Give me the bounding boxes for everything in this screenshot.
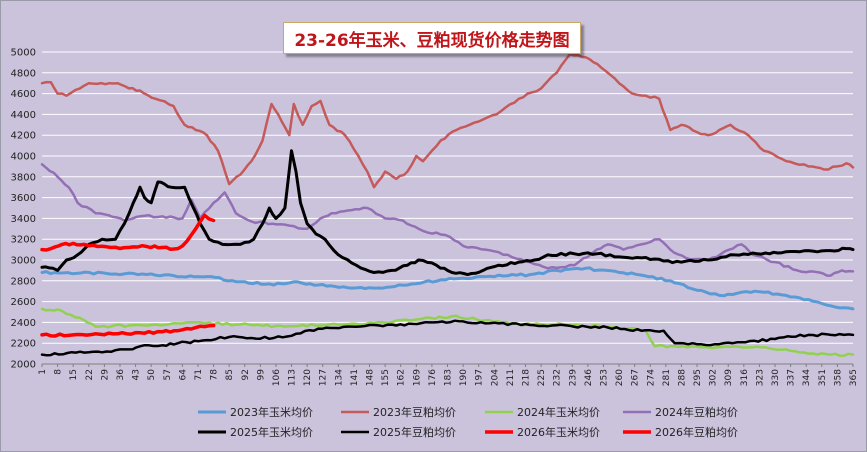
legend-label: 2025年玉米均价 — [230, 425, 313, 439]
x-tick-label: 92 — [241, 369, 251, 380]
x-tick-label: 316 — [740, 369, 750, 386]
y-tick-label: 4600 — [11, 89, 36, 100]
legend-item: 2023年豆粕均价 — [341, 405, 456, 419]
y-tick-label: 2400 — [11, 318, 36, 329]
legend-item: 2023年玉米均价 — [198, 405, 313, 419]
x-tick-label: 358 — [833, 369, 843, 386]
x-tick-label: 183 — [444, 369, 454, 386]
legend-label: 2023年豆粕均价 — [373, 405, 456, 419]
legend-label: 2024年玉米均价 — [517, 405, 600, 419]
legend-item: 2025年玉米均价 — [198, 425, 313, 439]
x-tick-label: 57 — [163, 369, 173, 380]
x-tick-label: 134 — [334, 369, 344, 386]
legend-label: 2025年豆粕均价 — [373, 425, 456, 439]
y-tick-label: 2800 — [11, 276, 36, 287]
x-tick-label: 64 — [178, 369, 188, 381]
x-tick-label: 169 — [412, 369, 422, 386]
x-tick-label: 1 — [38, 369, 48, 375]
series-line — [40, 213, 216, 252]
x-tick-label: 106 — [272, 369, 282, 386]
legend-label: 2023年玉米均价 — [230, 405, 313, 419]
x-tick-label: 274 — [646, 369, 656, 386]
x-tick-label: 232 — [553, 369, 563, 386]
y-tick-label: 3000 — [11, 256, 36, 267]
y-tick-label: 2000 — [11, 360, 36, 371]
x-tick-label: 225 — [537, 369, 547, 386]
series-line — [40, 307, 855, 357]
x-tick-label: 15 — [69, 369, 79, 380]
x-tick-label: 288 — [677, 369, 687, 386]
x-tick-label: 253 — [599, 369, 609, 386]
x-tick-label: 141 — [350, 369, 360, 386]
x-tick-label: 323 — [755, 369, 765, 386]
x-tick-label: 246 — [584, 369, 594, 386]
x-tick-label: 155 — [381, 369, 391, 386]
x-tick-label: 29 — [100, 369, 110, 381]
x-tick-label: 281 — [662, 369, 672, 386]
x-tick-label: 344 — [802, 369, 812, 386]
x-tick-label: 43 — [132, 369, 142, 380]
x-tick-label: 337 — [787, 369, 797, 386]
y-tick-label: 3800 — [11, 172, 36, 183]
x-tick-label: 267 — [631, 369, 641, 386]
x-tick-label: 260 — [615, 369, 625, 386]
x-tick-label: 197 — [475, 369, 485, 386]
y-tick-label: 4000 — [11, 152, 36, 163]
legend-item: 2026年豆粕均价 — [623, 425, 738, 439]
series-line — [40, 163, 855, 277]
x-tick-label: 127 — [319, 369, 329, 386]
series-line — [40, 266, 855, 311]
series-line — [40, 52, 855, 189]
x-tick-label: 148 — [366, 369, 376, 386]
legend-label: 2026年豆粕均价 — [655, 425, 738, 439]
x-tick-label: 162 — [397, 369, 407, 386]
x-tick-label: 302 — [709, 369, 719, 386]
x-tick-label: 365 — [849, 369, 859, 386]
x-tick-label: 8 — [54, 369, 64, 375]
x-tick-label: 309 — [724, 369, 734, 386]
series-line — [40, 319, 855, 357]
x-tick-label: 176 — [428, 369, 438, 386]
legend-label: 2024年豆粕均价 — [655, 405, 738, 419]
x-tick-label: 78 — [210, 369, 220, 381]
legend-item: 2025年豆粕均价 — [341, 425, 456, 439]
x-tick-label: 204 — [490, 369, 500, 386]
y-tick-label: 4200 — [11, 131, 36, 142]
y-tick-label: 4800 — [11, 68, 36, 79]
x-tick-label: 190 — [459, 369, 469, 386]
y-tick-label: 3200 — [11, 235, 36, 246]
x-tick-label: 71 — [194, 369, 204, 380]
legend-item: 2026年玉米均价 — [485, 425, 600, 439]
x-tick-label: 211 — [506, 369, 516, 386]
y-tick-label: 2600 — [11, 297, 36, 308]
x-tick-label: 239 — [568, 369, 578, 386]
series-line — [40, 149, 855, 277]
x-tick-label: 36 — [116, 369, 126, 381]
x-tick-label: 218 — [521, 369, 531, 386]
y-tick-label: 3400 — [11, 214, 36, 225]
x-tick-label: 351 — [818, 369, 828, 386]
x-tick-label: 50 — [147, 369, 157, 381]
legend-item: 2024年豆粕均价 — [623, 405, 738, 419]
x-tick-label: 85 — [225, 369, 235, 380]
y-tick-label: 4400 — [11, 110, 36, 121]
legend-item: 2024年玉米均价 — [485, 405, 600, 419]
y-tick-label: 5000 — [11, 48, 36, 59]
y-tick-label: 2200 — [11, 339, 36, 350]
y-tick-label: 3600 — [11, 193, 36, 204]
x-tick-label: 99 — [256, 369, 266, 381]
x-tick-label: 330 — [771, 369, 781, 386]
x-tick-label: 120 — [303, 369, 313, 386]
series-line — [40, 323, 216, 338]
legend-label: 2026年玉米均价 — [517, 425, 600, 439]
x-tick-label: 22 — [85, 369, 95, 380]
chart-title: 23-26年玉米、豆粕现货价格走势图 — [283, 22, 581, 54]
x-tick-label: 295 — [693, 369, 703, 386]
x-tick-label: 113 — [288, 369, 298, 386]
